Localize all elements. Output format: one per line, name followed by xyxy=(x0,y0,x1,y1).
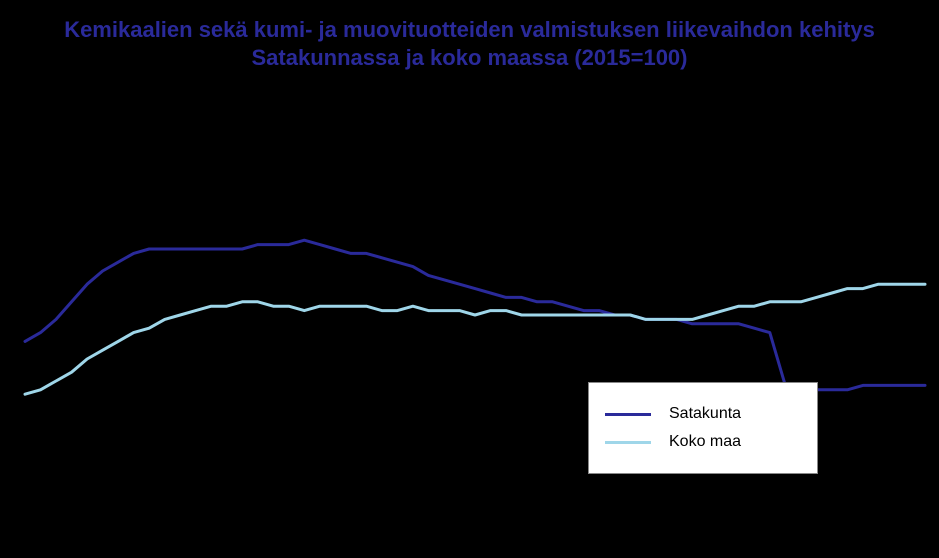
chart-root: Kemikaalien sekä kumi- ja muovituotteide… xyxy=(0,0,939,558)
legend-swatch xyxy=(605,413,651,416)
legend-label: Satakunta xyxy=(669,405,741,423)
legend: Satakunta Koko maa xyxy=(588,382,818,474)
legend-swatch xyxy=(605,441,651,444)
legend-item: Satakunta xyxy=(605,405,793,423)
legend-item: Koko maa xyxy=(605,433,793,451)
legend-label: Koko maa xyxy=(669,433,741,451)
line-chart-svg xyxy=(0,0,939,558)
series-line xyxy=(25,284,925,394)
